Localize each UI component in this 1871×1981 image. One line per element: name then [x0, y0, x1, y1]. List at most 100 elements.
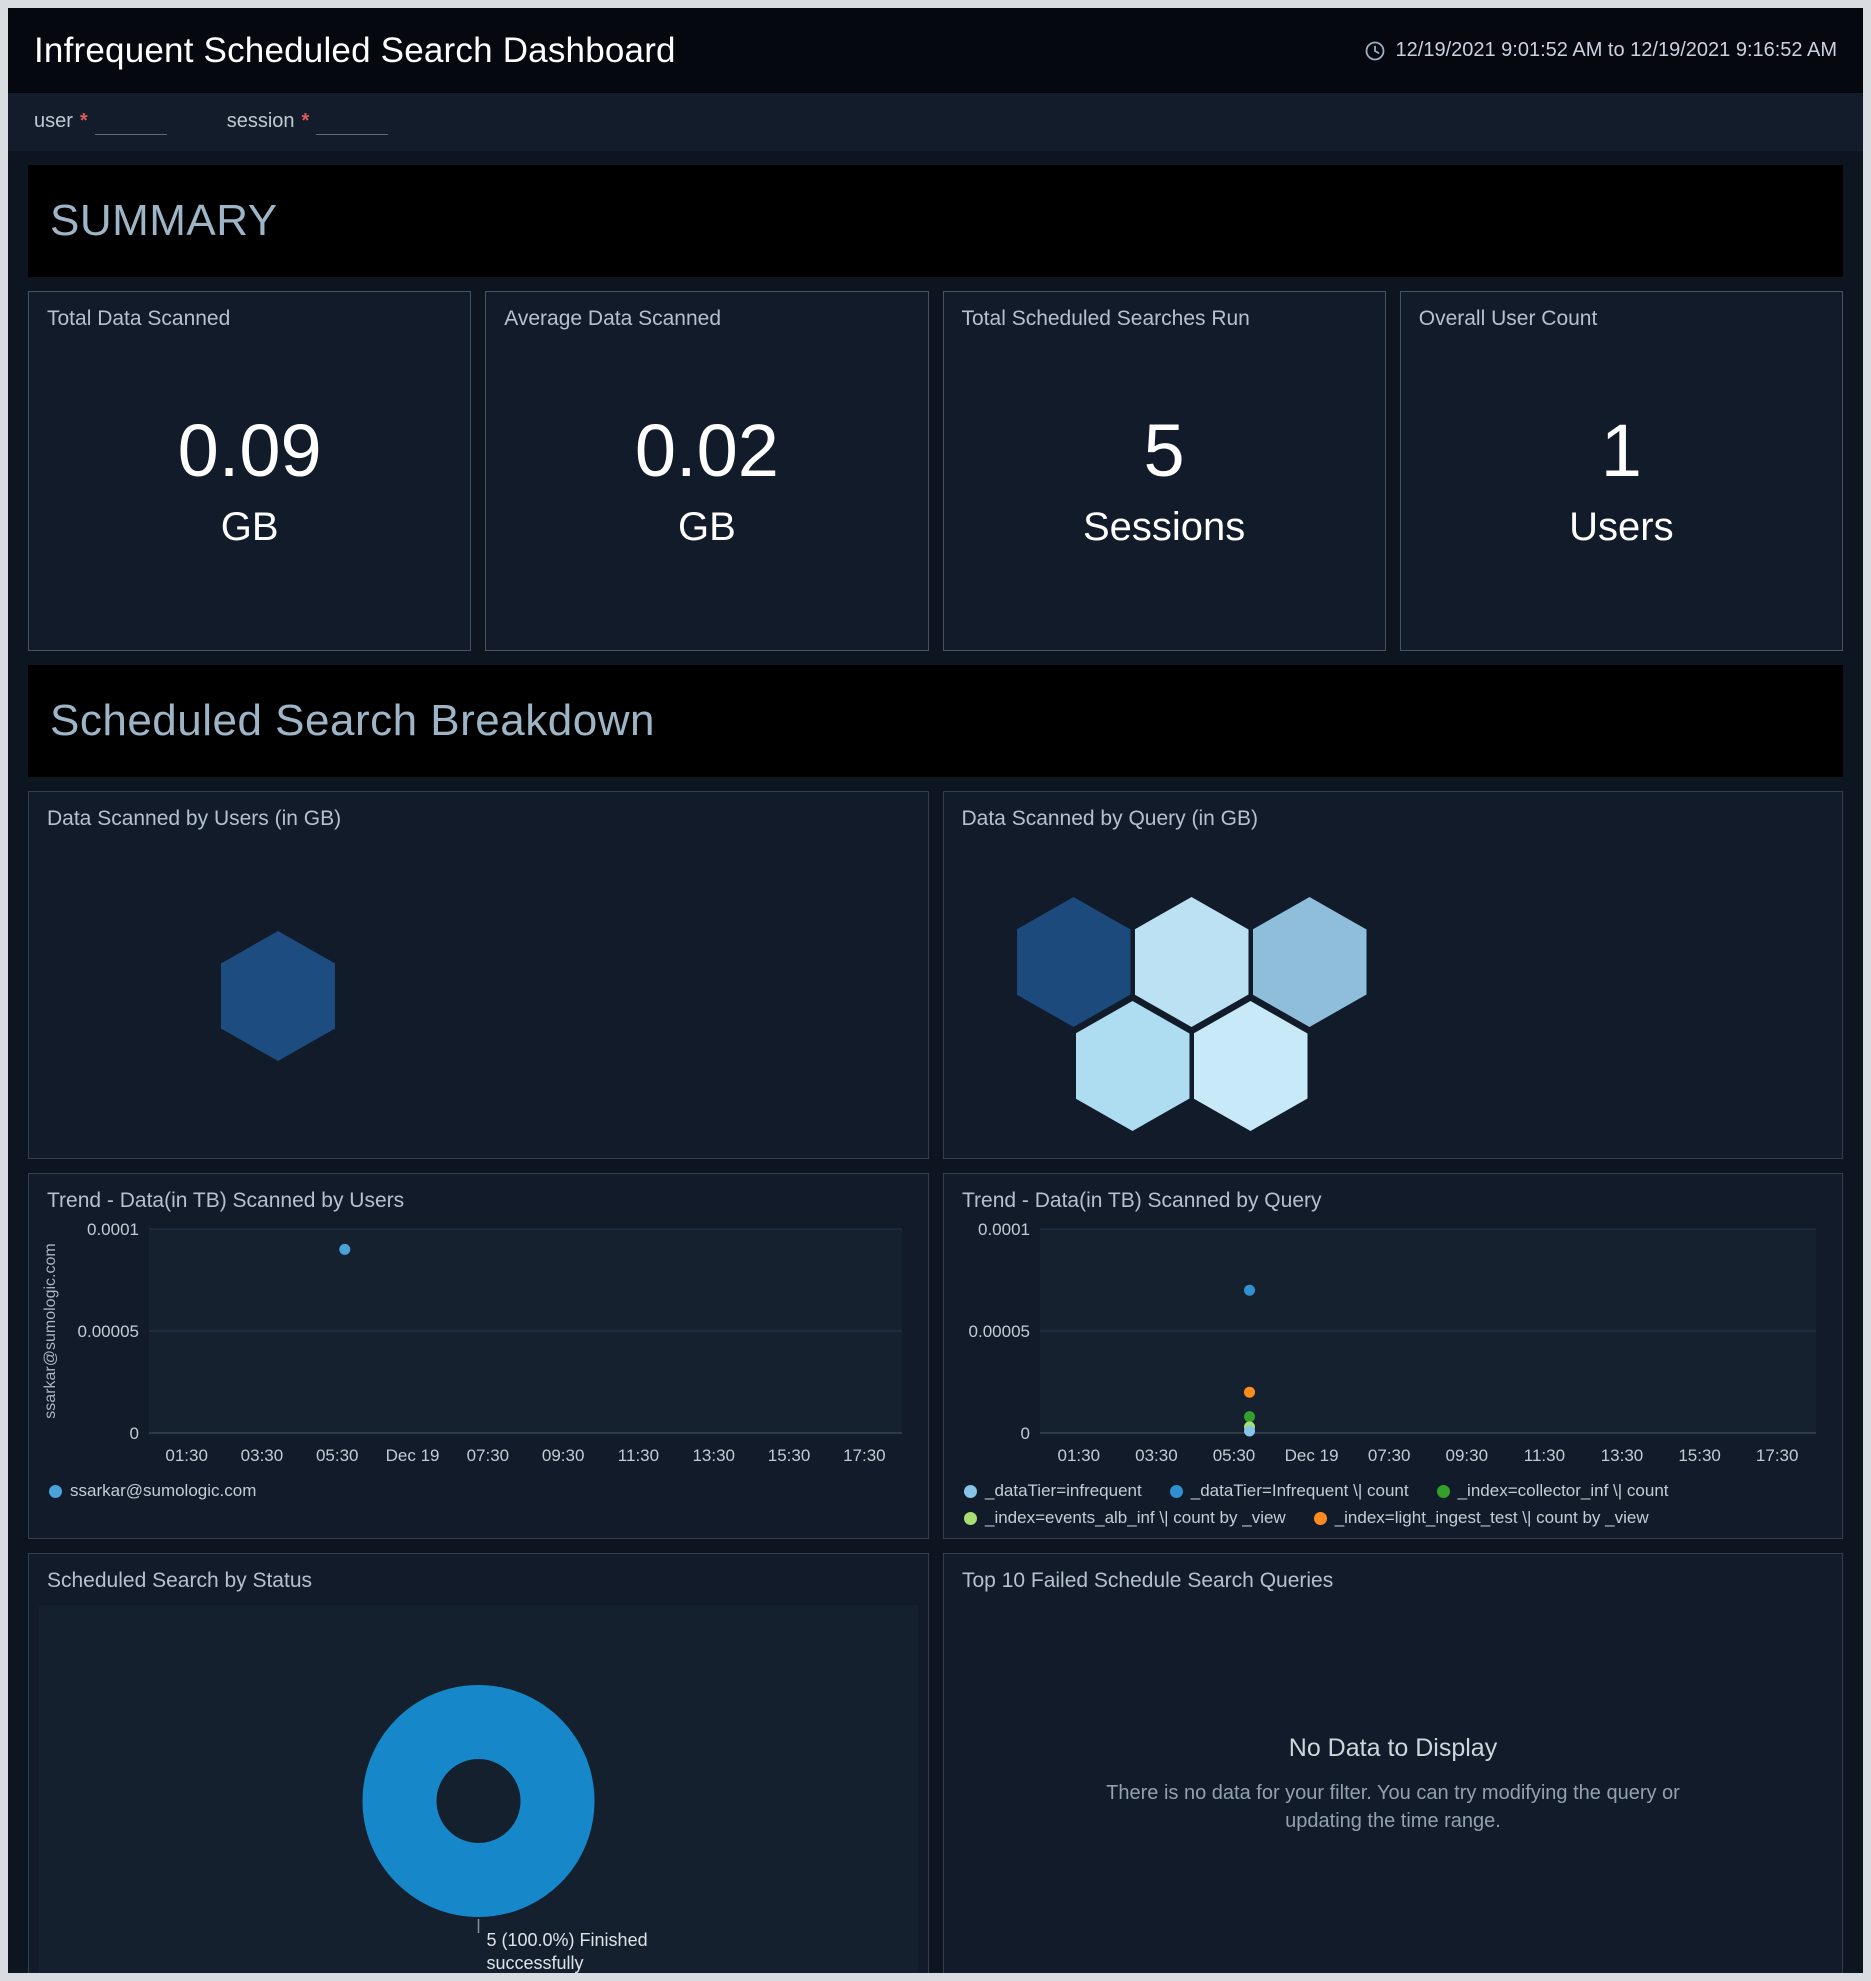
- panel-total-scheduled-searches: Total Scheduled Searches Run 5 Sessions: [942, 291, 1386, 651]
- summary-row: Total Data Scanned 0.09 GB Average Data …: [28, 291, 1843, 651]
- section-header-breakdown: Scheduled Search Breakdown: [28, 665, 1843, 777]
- svg-text:13:30: 13:30: [692, 1446, 735, 1465]
- legend-item[interactable]: _index=light_ingest_test \| count by _vi…: [1313, 1508, 1649, 1528]
- section-header-summary: SUMMARY: [28, 165, 1843, 277]
- svg-text:03:30: 03:30: [1135, 1446, 1178, 1465]
- legend-dot-icon: [1436, 1484, 1450, 1498]
- metric-block: 1 Users: [1401, 335, 1842, 650]
- svg-text:13:30: 13:30: [1601, 1446, 1644, 1465]
- svg-text:07:30: 07:30: [1368, 1446, 1411, 1465]
- panel-data-scanned-by-users: Data Scanned by Users (in GB): [28, 791, 929, 1159]
- panel-title: Data Scanned by Users (in GB): [47, 807, 342, 830]
- panel-title: Total Data Scanned: [47, 307, 231, 330]
- no-data-message: There is no data for your filter. You ca…: [1106, 1782, 1680, 1832]
- clock-icon: [1364, 40, 1386, 62]
- legend-item[interactable]: _dataTier=infrequent: [964, 1481, 1142, 1501]
- filter-bar: user * session *: [8, 93, 1863, 151]
- panel-average-data-scanned: Average Data Scanned 0.02 GB: [485, 291, 929, 651]
- trend-chart-users[interactable]: 0 0.00005 0.0001 01:30 03:30 05:30 Dec 19 07:30…: [29, 1217, 928, 1473]
- legend-dot-icon: [1313, 1511, 1327, 1525]
- panel-total-data-scanned: Total Data Scanned 0.09 GB: [28, 291, 472, 651]
- honeycomb-chart-query[interactable]: [944, 835, 1843, 1158]
- svg-text:Dec 19: Dec 19: [386, 1446, 440, 1465]
- legend-label: _index=events_alb_inf \| count by _view: [985, 1508, 1286, 1527]
- honeycomb-chart-users[interactable]: [29, 835, 928, 1158]
- donut-chart-status[interactable]: 5 (100.0%) Finished successfully: [39, 1605, 918, 1973]
- svg-text:15:30: 15:30: [1678, 1446, 1721, 1465]
- trend-plot-svg: 0 0.00005 0.0001 01:30 03:30 05:30 Dec 19 07:30…: [969, 1220, 1816, 1465]
- legend-dot-icon: [964, 1484, 977, 1498]
- filter-user-input[interactable]: [94, 109, 167, 135]
- filter-session-input[interactable]: [316, 109, 389, 135]
- panel-scheduled-search-by-status: Scheduled Search by Status 5 (100.0%) Fi…: [28, 1553, 929, 1973]
- legend-dot-icon: [1169, 1484, 1183, 1498]
- filter-session: session *: [227, 109, 389, 135]
- legend-label: _index=collector_inf \| count: [1457, 1481, 1669, 1500]
- legend-label: _index=light_ingest_test \| count by _vi…: [1334, 1508, 1649, 1527]
- filter-user: user *: [34, 109, 167, 135]
- data-point[interactable]: [339, 1243, 351, 1255]
- hexagon-cell[interactable]: [1193, 1001, 1308, 1131]
- section-title: SUMMARY: [50, 196, 278, 245]
- metric-block: 0.02 GB: [486, 335, 927, 650]
- legend-item[interactable]: ssarkar@sumologic.com: [49, 1481, 256, 1501]
- svg-text:0: 0: [130, 1424, 139, 1443]
- legend-dot-icon: [964, 1511, 977, 1525]
- no-data-title: No Data to Display: [1288, 1734, 1498, 1762]
- bottom-row: Scheduled Search by Status 5 (100.0%) Fi…: [28, 1553, 1843, 1973]
- metric-value: 5: [1143, 408, 1185, 492]
- svg-text:17:30: 17:30: [843, 1446, 886, 1465]
- legend-dot-icon: [49, 1484, 62, 1498]
- panel-trend-scanned-by-query: Trend - Data(in TB) Scanned by Query 0 0.…: [943, 1173, 1843, 1539]
- svg-text:09:30: 09:30: [1446, 1446, 1489, 1465]
- trend-row: Trend - Data(in TB) Scanned by Users 0 0.…: [28, 1173, 1843, 1539]
- svg-text:03:30: 03:30: [241, 1446, 284, 1465]
- svg-text:0.0001: 0.0001: [87, 1220, 139, 1239]
- metric-unit: Users: [1569, 504, 1674, 549]
- svg-text:0: 0: [1021, 1424, 1030, 1443]
- data-point[interactable]: [1244, 1284, 1256, 1296]
- hexagon-cell[interactable]: [1134, 897, 1249, 1027]
- metric-unit: GB: [220, 504, 279, 549]
- panel-data-scanned-by-query: Data Scanned by Query (in GB): [942, 791, 1843, 1159]
- panel-title: Trend - Data(in TB) Scanned by Users: [47, 1189, 405, 1212]
- required-asterisk: *: [301, 110, 310, 132]
- legend-item[interactable]: _dataTier=Infrequent \| count: [1169, 1481, 1409, 1501]
- legend-item[interactable]: _index=collector_inf \| count: [1436, 1481, 1669, 1501]
- data-point[interactable]: [1244, 1425, 1256, 1437]
- trend-chart-query[interactable]: 0 0.00005 0.0001 01:30 03:30 05:30 Dec 19 07:30…: [944, 1217, 1842, 1473]
- svg-text:ssarkar@sumologic.com: ssarkar@sumologic.com: [42, 1243, 59, 1418]
- svg-text:09:30: 09:30: [542, 1446, 585, 1465]
- no-data-block: No Data to Display There is no data for …: [944, 1734, 1842, 1835]
- legend-label: _dataTier=Infrequent \| count: [1190, 1481, 1409, 1500]
- panel-title: Scheduled Search by Status: [47, 1569, 313, 1592]
- dashboard: Infrequent Scheduled Search Dashboard 12…: [8, 8, 1863, 1973]
- svg-text:07:30: 07:30: [467, 1446, 510, 1465]
- data-point[interactable]: [1244, 1386, 1256, 1398]
- metric-unit: Sessions: [1082, 504, 1246, 549]
- panel-title: Average Data Scanned: [504, 307, 722, 330]
- trend-plot-svg: 0 0.00005 0.0001 01:30 03:30 05:30 Dec 19 07:30…: [42, 1220, 902, 1465]
- svg-text:11:30: 11:30: [1524, 1446, 1565, 1465]
- metric-unit: GB: [677, 504, 736, 549]
- metric-value: 0.02: [634, 408, 779, 492]
- panel-title: Data Scanned by Query (in GB): [961, 807, 1258, 830]
- legend-label: _dataTier=infrequent: [985, 1481, 1142, 1500]
- metric-block: 5 Sessions: [944, 335, 1385, 650]
- svg-text:11:30: 11:30: [618, 1446, 659, 1465]
- legend-item[interactable]: _index=events_alb_inf \| count by _view: [964, 1508, 1286, 1528]
- panel-title: Overall User Count: [1418, 307, 1598, 330]
- header-bar: Infrequent Scheduled Search Dashboard 12…: [8, 8, 1863, 93]
- hexagon-cell[interactable]: [221, 931, 335, 1061]
- data-point[interactable]: [1244, 1411, 1256, 1423]
- hexagon-cell[interactable]: [1252, 897, 1367, 1027]
- metric-value: 1: [1600, 408, 1642, 492]
- svg-text:0.00005: 0.00005: [969, 1322, 1030, 1341]
- donut-slice[interactable]: [362, 1685, 595, 1917]
- hexagon-cell[interactable]: [1075, 1001, 1190, 1131]
- page-title: Infrequent Scheduled Search Dashboard: [34, 30, 676, 70]
- panel-title: Total Scheduled Searches Run: [961, 307, 1250, 330]
- hexagon-cell[interactable]: [1016, 897, 1131, 1027]
- time-range-control[interactable]: 12/19/2021 9:01:52 AM to 12/19/2021 9:16…: [1364, 39, 1837, 62]
